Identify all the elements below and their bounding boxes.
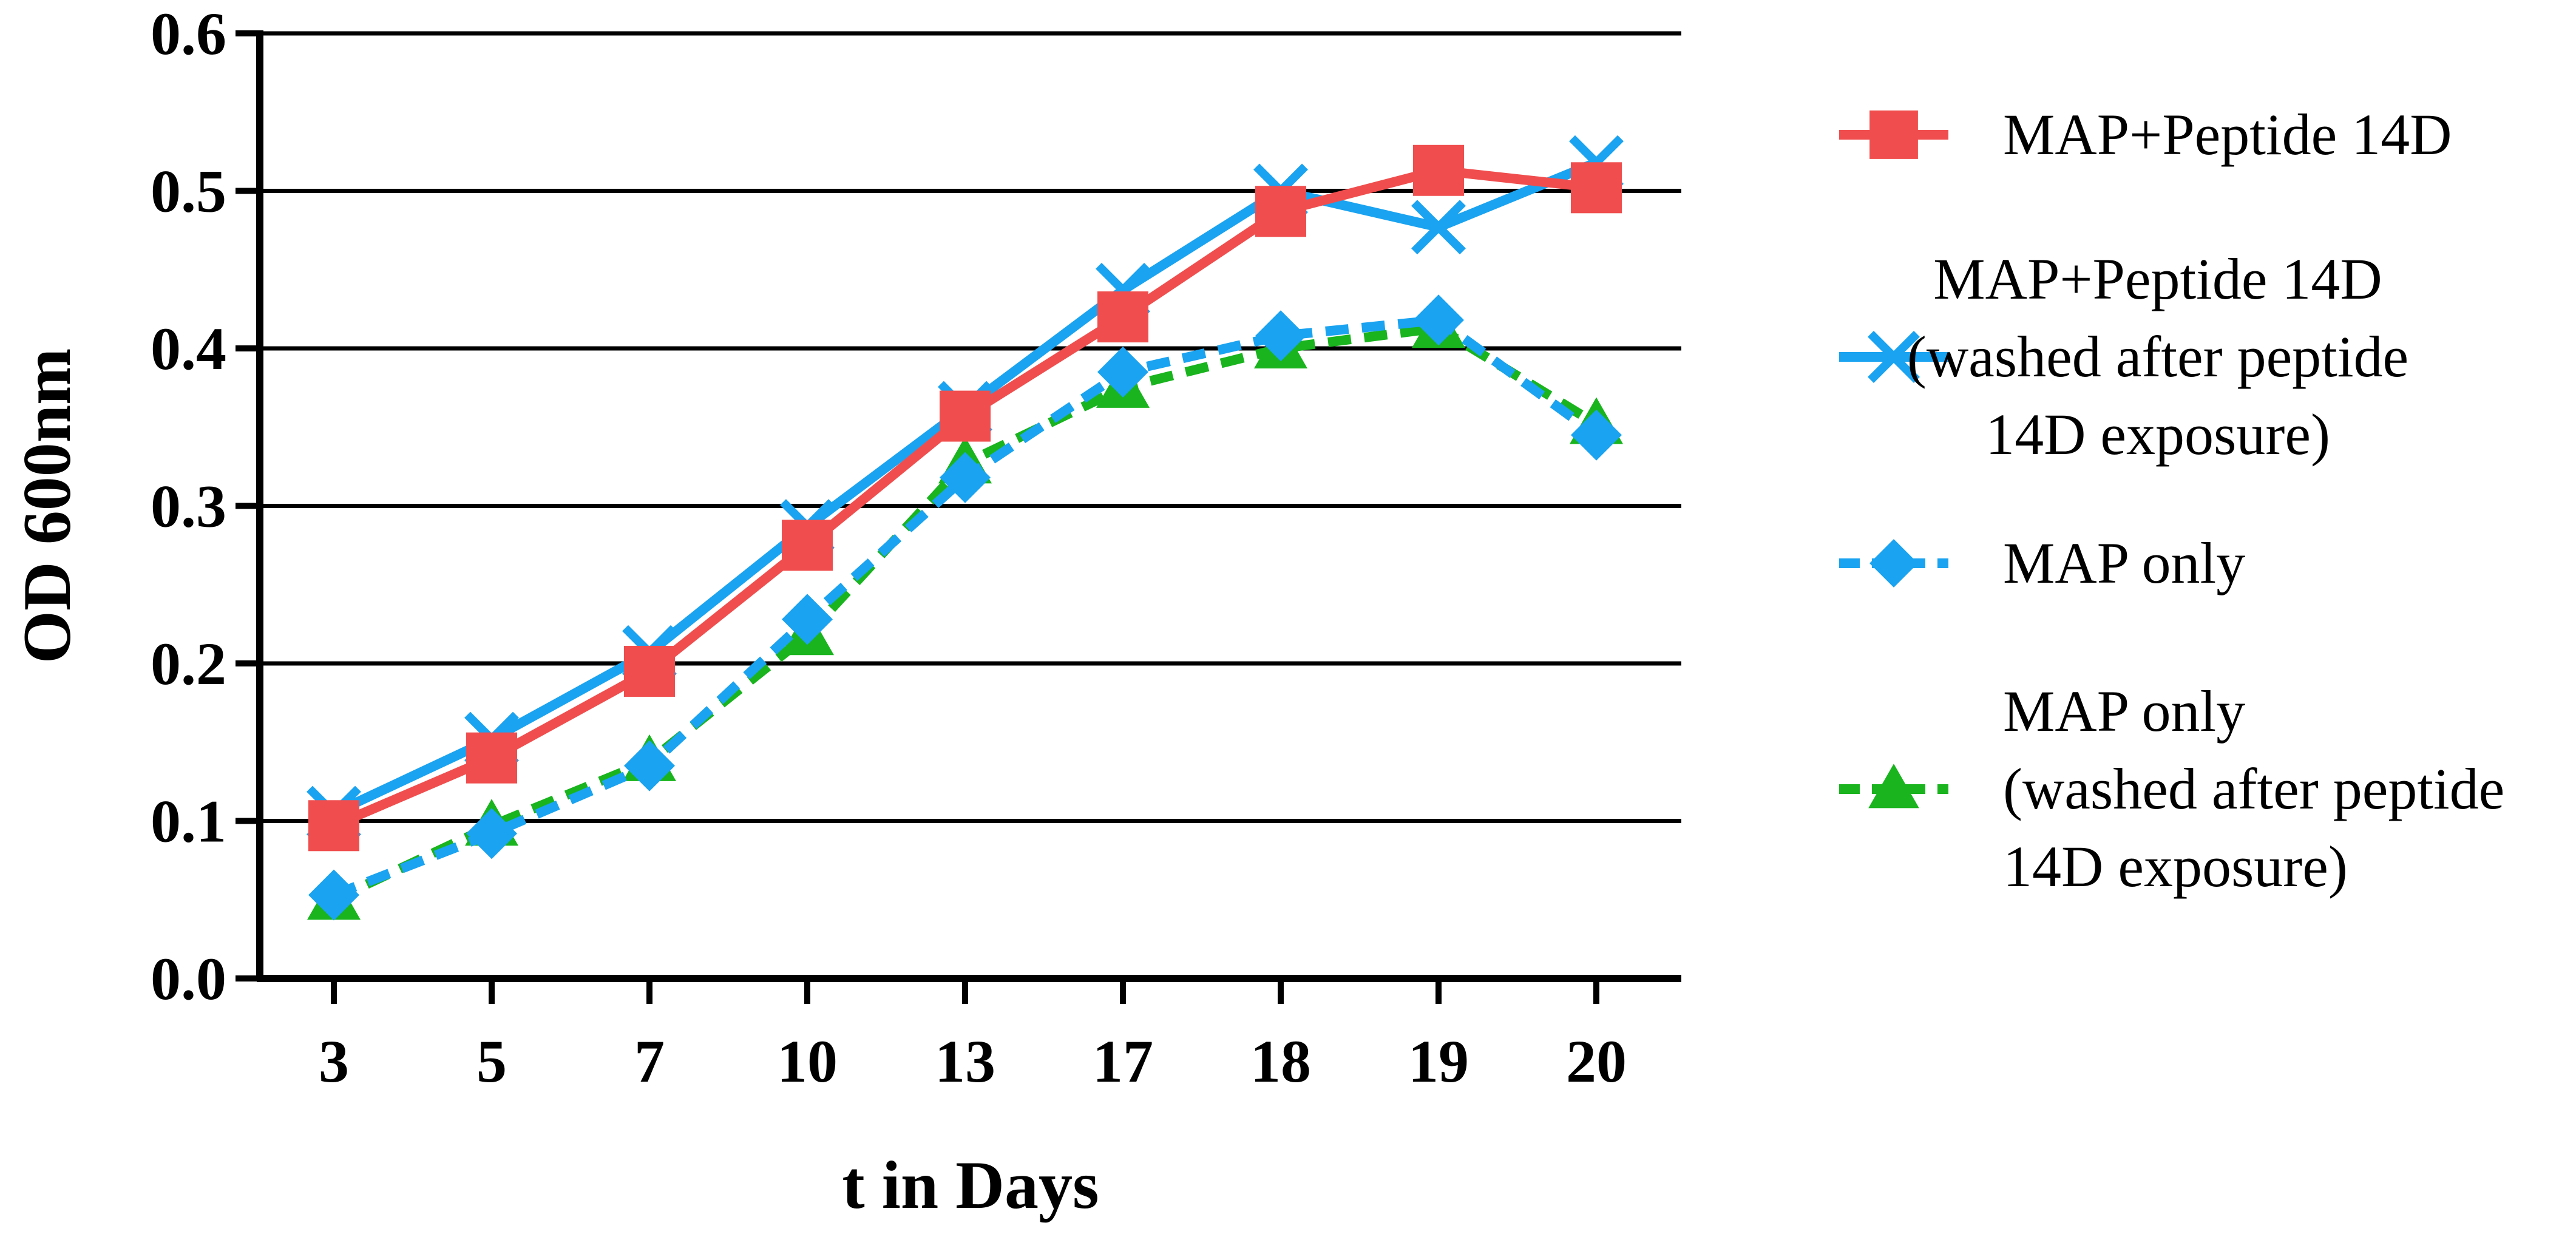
- data-point: [308, 800, 359, 852]
- marker-stroke: [1411, 200, 1466, 255]
- legend-label: (washed after peptide: [2003, 756, 2504, 821]
- x-tick-label: 17: [1093, 1028, 1153, 1095]
- data-point: [1413, 144, 1464, 196]
- series-2: [308, 294, 1622, 921]
- x-tick-label: 7: [634, 1028, 665, 1095]
- x-axis-title: t in Days: [842, 1148, 1099, 1223]
- data-point: [1411, 200, 1466, 255]
- x-tick-label: 18: [1250, 1028, 1311, 1095]
- y-tick-label: 0.1: [151, 788, 226, 855]
- data-point: [1255, 186, 1306, 237]
- data-point: [624, 645, 675, 697]
- gridlines: [260, 31, 1681, 823]
- series-layer: [307, 135, 1624, 921]
- series-0: [308, 144, 1622, 852]
- data-point: [466, 732, 517, 784]
- data-point: [940, 390, 991, 442]
- legend-item-0: MAP+Peptide 14D: [1839, 102, 2452, 167]
- y-tick-label: 0.2: [151, 630, 226, 697]
- data-point: [1413, 294, 1464, 346]
- legend-label: MAP only: [2003, 531, 2245, 595]
- data-point: [1255, 310, 1306, 362]
- data-point: [624, 740, 675, 792]
- data-point: [466, 808, 517, 859]
- x-tick-label: 3: [319, 1028, 349, 1095]
- x-tick-label: 20: [1566, 1028, 1627, 1095]
- legend-item-2: MAP only: [1839, 531, 2245, 595]
- legend-label: MAP+Peptide 14D: [2003, 102, 2452, 167]
- y-axis-title: OD 600nm: [10, 348, 85, 664]
- marker-stroke: [1868, 331, 1920, 383]
- legend: MAP+Peptide 14D MAP+Peptide 14D (washed af…: [1839, 102, 2504, 899]
- x-tick-label: 13: [935, 1028, 995, 1095]
- y-tick-label: 0.0: [151, 945, 226, 1012]
- legend-marker: [1868, 764, 1919, 809]
- y-tick-label: 0.3: [151, 473, 226, 540]
- data-point: [1097, 346, 1148, 398]
- data-point: [308, 869, 359, 921]
- data-point: [782, 520, 833, 571]
- axes: 0.0 0.1 0.2 0.3 0.4 0.5 0.6 3 5 7 10 13 17 18 19 20: [151, 0, 1681, 1095]
- data-point: [1571, 409, 1622, 461]
- data-point: [1571, 162, 1622, 214]
- y-tick-label: 0.6: [151, 0, 226, 67]
- data-point: [940, 452, 991, 503]
- legend-marker: [1869, 110, 1918, 159]
- legend-marker: [1868, 331, 1920, 383]
- legend-label: 14D exposure): [2003, 834, 2348, 899]
- legend-marker: [1869, 539, 1918, 588]
- data-point: [1097, 291, 1148, 343]
- legend-label: MAP+Peptide 14D: [1933, 246, 2382, 311]
- x-tick-label: 10: [777, 1028, 838, 1095]
- y-tick-label: 0.4: [151, 315, 226, 382]
- legend-label: MAP only: [2003, 679, 2245, 744]
- x-tick-label: 5: [476, 1028, 507, 1095]
- y-tick-label: 0.5: [151, 158, 226, 225]
- legend-label: 14D exposure): [1985, 402, 2330, 467]
- legend-item-1: MAP+Peptide 14D (washed after peptide 14D …: [1839, 246, 2408, 467]
- legend-item-3: MAP only (washed after peptide 14D exposur…: [1839, 679, 2504, 899]
- x-tick-label: 19: [1408, 1028, 1469, 1095]
- data-point: [782, 594, 833, 645]
- legend-label: (washed after peptide: [1907, 324, 2408, 389]
